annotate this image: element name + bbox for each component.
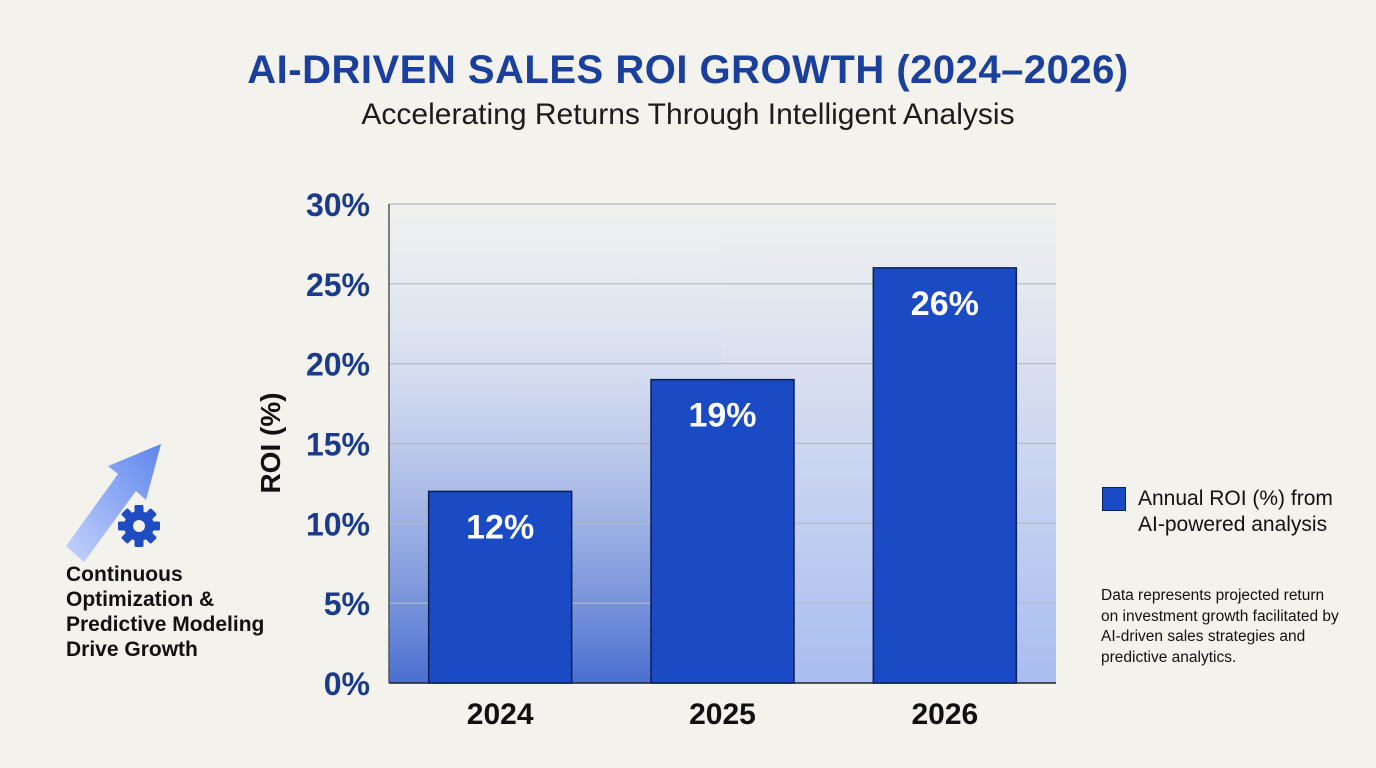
side-note: Continuous Optimization & Predictive Mod… bbox=[66, 563, 265, 661]
y-axis-label: ROI (%) bbox=[255, 392, 286, 493]
chart-subtitle: Accelerating Returns Through Intelligent… bbox=[361, 98, 1015, 131]
y-tick-label: 0% bbox=[324, 666, 370, 702]
y-tick-label: 10% bbox=[306, 506, 370, 542]
gear-icon bbox=[118, 505, 160, 547]
x-tick-labels: 2024 2025 2026 bbox=[467, 698, 978, 731]
footnote: Data represents projected return on inve… bbox=[1101, 587, 1339, 666]
x-tick-label: 2025 bbox=[689, 698, 756, 731]
data-label: 12% bbox=[466, 508, 534, 546]
data-label: 26% bbox=[911, 285, 979, 323]
legend-label: Annual ROI (%) from AI-powered analysis bbox=[1138, 487, 1333, 536]
up-arrow-icon bbox=[66, 444, 161, 562]
bar-2025 bbox=[650, 378, 795, 684]
x-tick-label: 2024 bbox=[467, 698, 534, 731]
legend: Annual ROI (%) from AI-powered analysis bbox=[1102, 486, 1342, 538]
y-tick-label: 25% bbox=[306, 267, 370, 303]
y-tick-label: 30% bbox=[306, 187, 370, 223]
y-tick-label: 15% bbox=[306, 427, 370, 463]
legend-swatch bbox=[1102, 487, 1126, 511]
y-tick-label: 5% bbox=[324, 586, 370, 622]
chart-title: AI-DRIVEN SALES ROI GROWTH (2024–2026) bbox=[247, 48, 1129, 92]
x-tick-label: 2026 bbox=[911, 698, 978, 731]
data-label: 19% bbox=[688, 397, 756, 435]
bars: 12% 19% 26% bbox=[427, 267, 1018, 684]
y-tick-labels: 0% 5% 10% 15% 20% 25% 30% bbox=[306, 187, 370, 702]
y-tick-label: 20% bbox=[306, 347, 370, 383]
bar-2024 bbox=[427, 490, 573, 684]
bar-2026 bbox=[872, 267, 1018, 684]
